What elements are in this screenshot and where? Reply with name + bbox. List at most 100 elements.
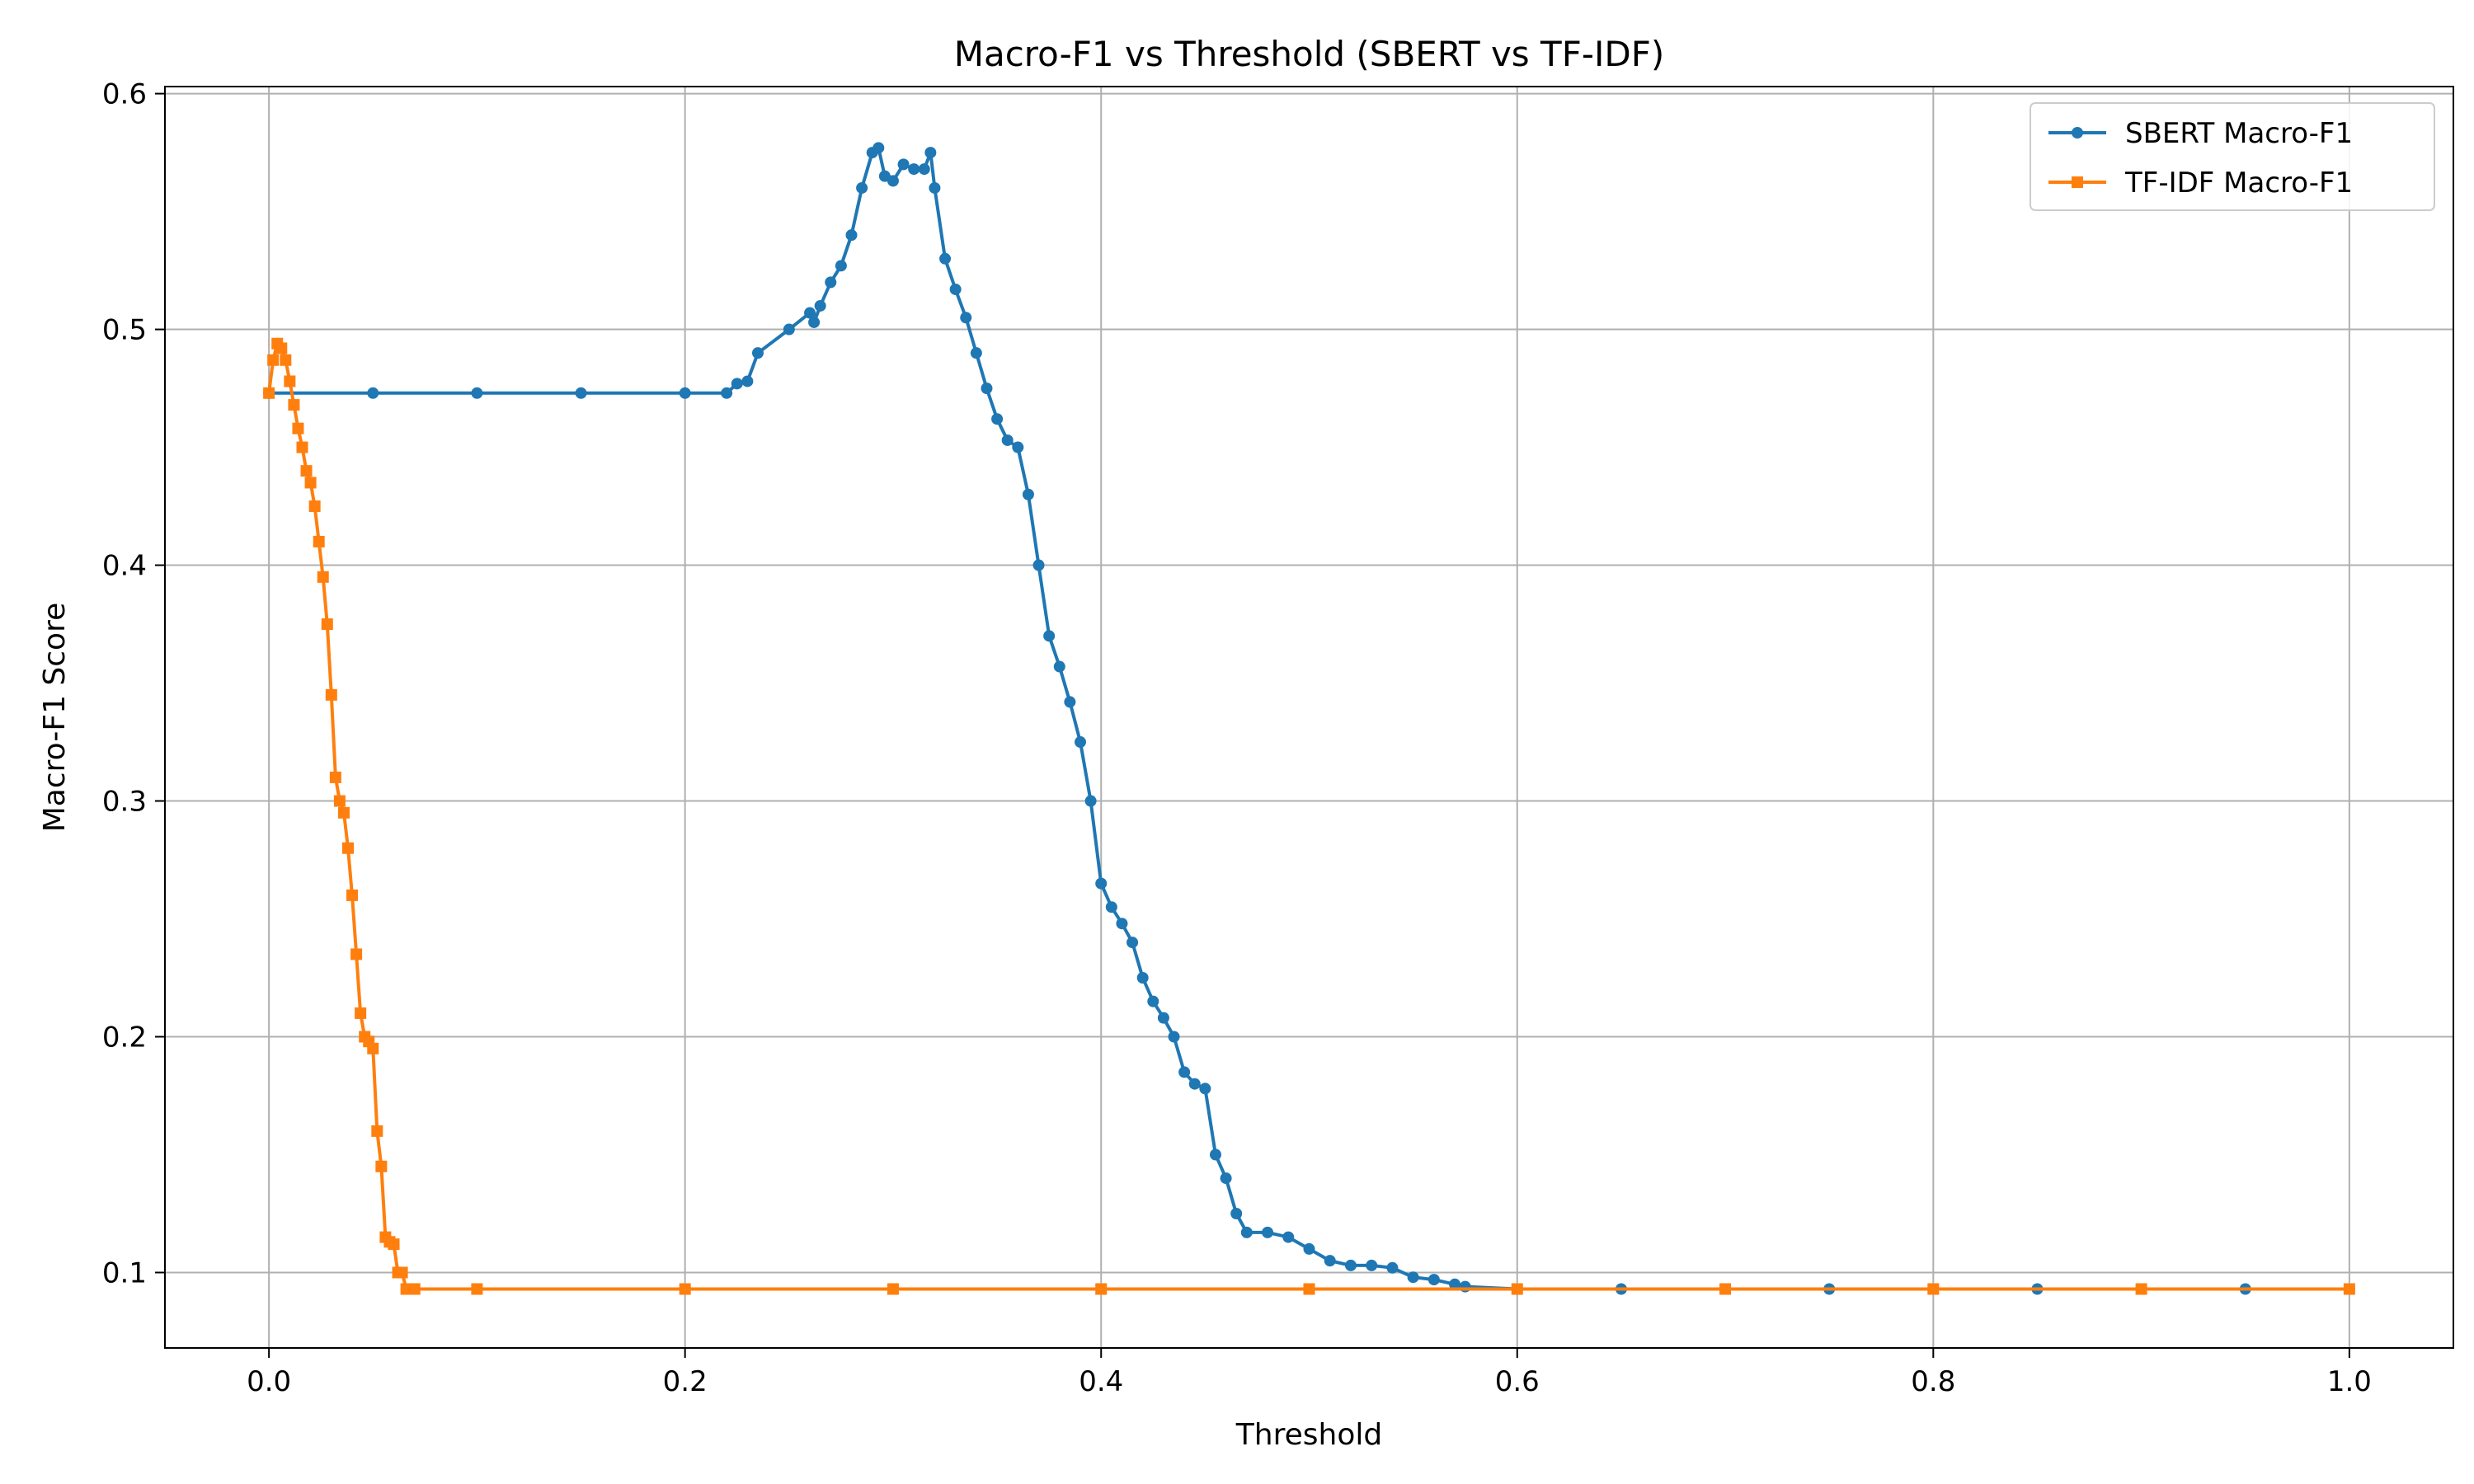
data-point [1220, 1172, 1232, 1185]
y-tick-label: 0.1 [102, 1256, 147, 1289]
data-point [1075, 736, 1086, 749]
data-point [751, 347, 764, 359]
data-point [679, 387, 691, 399]
data-point [317, 571, 329, 583]
data-point [856, 181, 868, 194]
legend: SBERT Macro-F1 TF-IDF Macro-F1 [2030, 102, 2435, 211]
data-point [825, 276, 837, 289]
data-point [371, 1125, 383, 1137]
data-point [808, 316, 821, 328]
y-tick-label: 0.3 [102, 786, 147, 819]
data-point [897, 158, 910, 171]
x-axis-label: Threshold [1235, 1418, 1382, 1452]
data-point [1366, 1259, 1378, 1271]
legend-label: TF-IDF Macro-F1 [2124, 167, 2353, 200]
data-point [333, 795, 346, 807]
data-point [804, 307, 816, 319]
data-point [471, 387, 483, 399]
data-point [284, 375, 296, 387]
legend-item: SBERT Macro-F1 [2048, 117, 2353, 150]
data-point [887, 1283, 899, 1295]
y-tick-label: 0.5 [102, 314, 147, 347]
data-point [1022, 488, 1034, 500]
data-point [1084, 795, 1097, 807]
data-point [300, 465, 313, 477]
data-point [575, 387, 587, 399]
data-point [929, 181, 941, 194]
data-point [1927, 1283, 1940, 1295]
data-point [313, 535, 325, 547]
chart-title: Macro-F1 vs Threshold (SBERT vs TF-IDF) [954, 34, 1665, 74]
data-point [845, 229, 858, 242]
data-point [1511, 1283, 1523, 1295]
data-point [471, 1283, 483, 1295]
data-point [396, 1266, 408, 1279]
data-point [1126, 937, 1139, 949]
axis-ticks: 0.0 0.2 0.4 0.6 0.8 1.0 0.1 0.2 0.3 0.4 0.5 0.6 [102, 78, 2372, 1398]
data-point [342, 842, 354, 854]
data-point [304, 477, 317, 489]
data-point [1147, 995, 1159, 1007]
data-point [367, 1042, 379, 1054]
data-point [388, 1238, 400, 1251]
data-point [408, 1283, 421, 1295]
data-point [1449, 1278, 1461, 1290]
data-point [1168, 1031, 1180, 1043]
plot-series [263, 142, 2355, 1295]
x-tick-label: 0.2 [663, 1365, 708, 1398]
data-point [308, 500, 321, 513]
legend-marker [2072, 127, 2083, 139]
legend-marker [2072, 176, 2083, 188]
data-point [1719, 1283, 1732, 1295]
data-point [970, 347, 982, 359]
data-point [1043, 630, 1056, 642]
data-point [783, 323, 795, 336]
data-point [1324, 1255, 1336, 1267]
data-point [1199, 1082, 1211, 1095]
data-point [918, 163, 930, 176]
data-point [981, 383, 993, 395]
data-point [1136, 972, 1149, 984]
data-point [1344, 1259, 1357, 1271]
y-tick-label: 0.2 [102, 1021, 147, 1054]
data-point [288, 399, 300, 411]
data-point [1459, 1280, 1471, 1293]
data-point [872, 142, 885, 154]
data-point [1178, 1066, 1191, 1078]
data-point [375, 1160, 388, 1172]
data-point [1386, 1261, 1399, 1274]
series-line [269, 146, 2349, 1291]
y-tick-label: 0.6 [102, 78, 147, 111]
data-point [1262, 1226, 1274, 1238]
data-point [939, 252, 952, 265]
data-point [1282, 1231, 1295, 1243]
data-point [263, 387, 275, 399]
data-point [296, 441, 308, 453]
data-point [350, 948, 363, 960]
y-axis-label: Macro-F1 Score [38, 603, 72, 833]
data-point [908, 163, 920, 176]
data-point [1209, 1148, 1221, 1161]
legend-label: SBERT Macro-F1 [2125, 117, 2353, 150]
data-point [1303, 1283, 1315, 1295]
y-tick-label: 0.4 [102, 550, 147, 583]
data-point [337, 806, 350, 819]
data-point [329, 771, 341, 783]
x-tick-label: 0.8 [1911, 1365, 1955, 1398]
data-point [1064, 696, 1076, 708]
data-point [1116, 918, 1128, 930]
x-tick-label: 0.4 [1079, 1365, 1123, 1398]
data-point [1303, 1242, 1315, 1255]
data-point [346, 889, 359, 901]
data-point [1240, 1226, 1253, 1238]
data-point [1188, 1078, 1201, 1090]
gridlines [165, 87, 2453, 1348]
x-tick-label: 1.0 [2327, 1365, 2372, 1398]
data-point [275, 342, 288, 355]
data-point [1157, 1012, 1169, 1024]
x-tick-label: 0.0 [247, 1365, 291, 1398]
data-point [731, 378, 743, 390]
data-point [1230, 1207, 1243, 1219]
